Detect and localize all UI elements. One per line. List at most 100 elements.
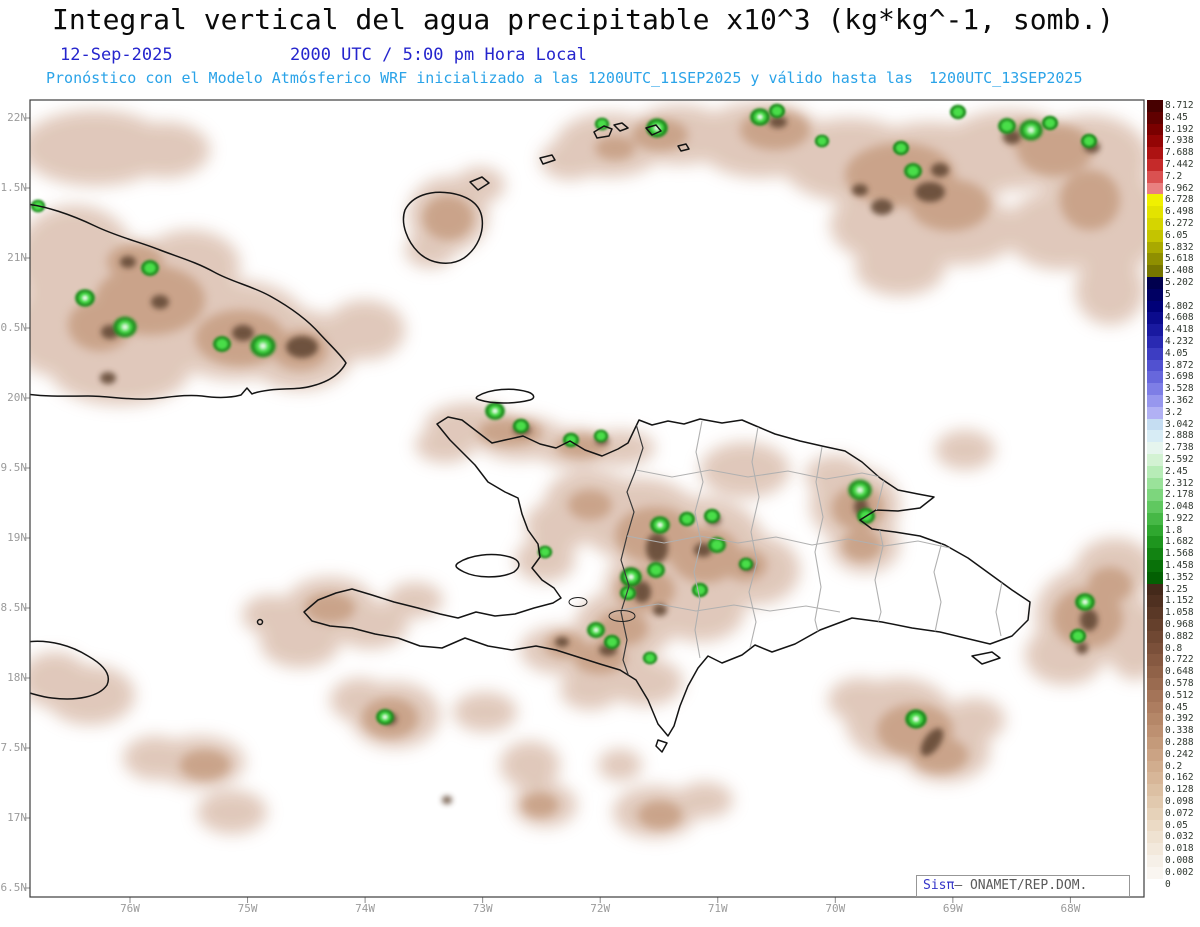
colorbar-level: 0.882 [1147,630,1199,643]
caicos-island-3 [613,122,629,132]
lakes [568,597,636,622]
colorbar-level: 0.45 [1147,701,1199,714]
precip-max-cell [141,260,159,276]
precip-max-cell [587,622,605,638]
colorbar-swatch [1147,206,1163,218]
colorbar-value: 4.608 [1165,312,1194,324]
colorbar-level: 6.962 [1147,182,1199,195]
precip-max-cell [594,117,610,131]
colorbar-level: 0.05 [1147,819,1199,832]
colorbar-value: 8.192 [1165,123,1194,135]
colorbar-level: 4.232 [1147,335,1199,348]
colorbar-level: 1.352 [1147,571,1199,584]
colorbar-level: 8.192 [1147,123,1199,136]
precip-shading-mid [68,110,1132,829]
colorbar-swatch [1147,194,1163,207]
cuba-coastline [30,203,347,400]
colorbar-swatch [1147,383,1163,395]
beata-island [655,739,668,753]
colorbar-level: 7.442 [1147,158,1199,171]
colorbar-swatch [1147,288,1163,301]
forecast-valid-until: 1200UTC_13SEP2025 [928,69,1083,87]
colorbar-level: 0.288 [1147,737,1199,749]
colorbar-level: 6.498 [1147,206,1199,218]
forecast-prefix: Pronóstico con el Modelo Atmósferico WRF… [46,69,913,87]
colorbar-value: 0.8 [1165,642,1183,654]
hispaniola-coastline [303,416,1031,737]
colorbar-level: 3.528 [1147,383,1199,395]
colorbar-swatch [1147,477,1163,490]
colorbar-value: 0.128 [1165,784,1194,796]
precip-max-cell [642,651,658,665]
colorbar-value: 0.072 [1165,807,1194,819]
precip-max-cell [650,516,670,534]
precip-max-cell [949,104,967,120]
colorbar-value: 1.25 [1165,583,1188,595]
precip-max-cell [703,508,721,524]
lon-tick-label: 71W [707,902,728,915]
colorbar-level: 6.728 [1147,194,1199,207]
precip-max-cell [708,537,726,553]
colorbar-swatch [1147,666,1163,679]
weather-map-canvas [24,99,1145,903]
colorbar-level: 7.2 [1147,170,1199,183]
colorbar-swatch [1147,866,1163,879]
precip-max-cell [738,557,754,571]
colorbar-level: 0.648 [1147,666,1199,679]
colorbar-swatch [1147,772,1163,785]
colorbar-swatch [1147,642,1163,655]
colorbar-swatch [1147,630,1163,643]
colorbar-level: 0.008 [1147,855,1199,867]
colorbar-value: 0.002 [1165,866,1194,878]
colorbar-value: 3.2 [1165,406,1183,418]
colorbar-value: 0.05 [1165,819,1188,831]
colorbar-level: 5.202 [1147,276,1199,289]
colorbar-level: 3.2 [1147,406,1199,419]
colorbar-swatch [1147,548,1163,561]
precip-max-cell [619,585,637,601]
lat-tick-label: 8.5N [0,601,28,614]
gonave-island [455,553,520,578]
colorbar-value: 2.312 [1165,477,1194,489]
precip-max-cell [998,118,1016,134]
colorbar-level: 0.578 [1147,678,1199,690]
colorbar-level: 4.05 [1147,347,1199,360]
colorbar-swatch [1147,807,1163,820]
colorbar-value: 6.272 [1165,217,1194,229]
precip-max-cell [1080,133,1098,149]
colorbar-value: 5 [1165,288,1171,300]
colorbar-value: 2.592 [1165,453,1194,465]
precip-max-cell [848,479,872,501]
colorbar-value: 0.2 [1165,760,1183,772]
saona-island [971,651,1001,665]
colorbar-swatch [1147,689,1163,702]
colorbar-swatch [1147,737,1163,749]
colorbar-value: 4.05 [1165,347,1188,359]
lat-tick-label: 7.5N [0,741,28,754]
colorbar-value: 6.728 [1165,194,1194,206]
precip-max-cell [1019,119,1043,141]
lon-tick-label: 68W [1060,902,1081,915]
colorbar-swatch [1147,100,1163,112]
precip-max-cell [1075,593,1095,611]
colorbar-value: 1.152 [1165,595,1194,607]
colorbar-level: 1.922 [1147,512,1199,525]
colorbar-swatch [1147,784,1163,797]
colorbar-value: 4.418 [1165,324,1194,336]
caicos-island-2 [593,125,613,139]
colorbar-level: 2.738 [1147,442,1199,454]
colorbar-level: 1.8 [1147,524,1199,537]
colorbar-value: 0.45 [1165,701,1188,713]
colorbar-level: 1.058 [1147,607,1199,620]
colorbar-swatch [1147,583,1163,596]
lat-tick-label: 19N [7,531,27,544]
colorbar-value: 0.242 [1165,748,1194,760]
caicos-island-4 [645,124,662,136]
great-inagua-island [402,191,484,264]
colorbar-level: 4.802 [1147,300,1199,313]
colorbar-swatch [1147,713,1163,726]
colorbar-swatch [1147,170,1163,183]
colorbar-swatch [1147,855,1163,867]
colorbar-swatch [1147,748,1163,761]
precip-max-cell [1069,628,1087,644]
